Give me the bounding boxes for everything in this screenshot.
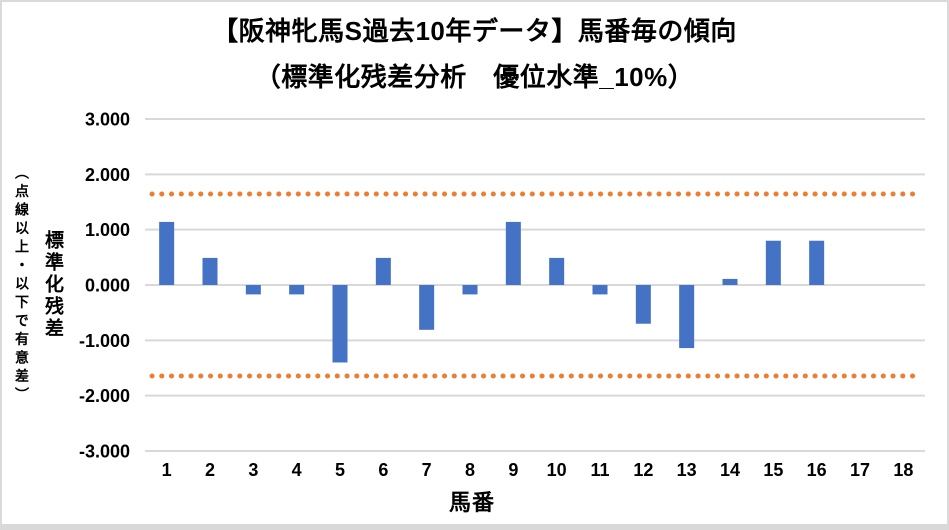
bar-3 bbox=[245, 285, 261, 295]
x-tick-label: 10 bbox=[547, 460, 567, 480]
x-tick-label: 16 bbox=[807, 460, 827, 480]
x-tick-label: 1 bbox=[162, 460, 172, 480]
bar-13 bbox=[679, 285, 695, 349]
y-axis-title-main: 標準化残差 bbox=[42, 230, 63, 340]
x-tick-label: 14 bbox=[720, 460, 740, 480]
y-tick-label: 3.000 bbox=[85, 110, 130, 130]
x-tick-label: 18 bbox=[893, 460, 913, 480]
y-tick-label: -1.000 bbox=[79, 331, 130, 351]
x-axis-title: 馬番 bbox=[448, 490, 496, 515]
bar-2 bbox=[202, 257, 218, 285]
bar-4 bbox=[289, 285, 305, 295]
y-axis-title-note: （点線以上・以下で有意差） bbox=[14, 164, 30, 406]
x-tick-label: 17 bbox=[850, 460, 870, 480]
x-tick-label: 15 bbox=[763, 460, 783, 480]
x-tick-label: 3 bbox=[248, 460, 258, 480]
bar-15 bbox=[765, 240, 781, 285]
y-axis-title: 標準化残差 （点線以上・以下で有意差） bbox=[12, 119, 66, 451]
bar-7 bbox=[419, 285, 435, 330]
bar-14 bbox=[722, 278, 738, 285]
chart-title-line2: （標準化残差分析 優位水準_10%） bbox=[254, 62, 695, 92]
bar-12 bbox=[635, 285, 651, 324]
y-tick-label: 0.000 bbox=[85, 276, 130, 296]
x-tick-label: 9 bbox=[508, 460, 518, 480]
bar-8 bbox=[462, 285, 478, 295]
x-tick-label: 2 bbox=[205, 460, 215, 480]
x-tick-label: 4 bbox=[292, 460, 302, 480]
chart-title: 【阪神牝馬S過去10年データ】馬番毎の傾向 （標準化残差分析 優位水準_10%） bbox=[2, 8, 947, 100]
bar-9 bbox=[505, 221, 521, 285]
y-tick-label: 2.000 bbox=[85, 165, 130, 185]
bar-10 bbox=[549, 257, 565, 285]
bar-1 bbox=[159, 221, 175, 285]
bar-6 bbox=[375, 257, 391, 285]
bar-16 bbox=[809, 240, 825, 285]
x-tick-label: 12 bbox=[633, 460, 653, 480]
x-tick-label: 8 bbox=[465, 460, 475, 480]
x-tick-label: 5 bbox=[335, 460, 345, 480]
x-tick-label: 6 bbox=[378, 460, 388, 480]
bar-5 bbox=[332, 285, 348, 363]
y-tick-label: -3.000 bbox=[79, 442, 130, 462]
x-tick-label: 11 bbox=[590, 460, 609, 480]
bar-11 bbox=[592, 285, 608, 295]
y-tick-label: 1.000 bbox=[85, 220, 130, 240]
y-tick-label: -2.000 bbox=[79, 386, 130, 406]
x-tick-label: 13 bbox=[677, 460, 697, 480]
chart-title-line1: 【阪神牝馬S過去10年データ】馬番毎の傾向 bbox=[212, 16, 737, 46]
x-tick-label: 7 bbox=[422, 460, 432, 480]
